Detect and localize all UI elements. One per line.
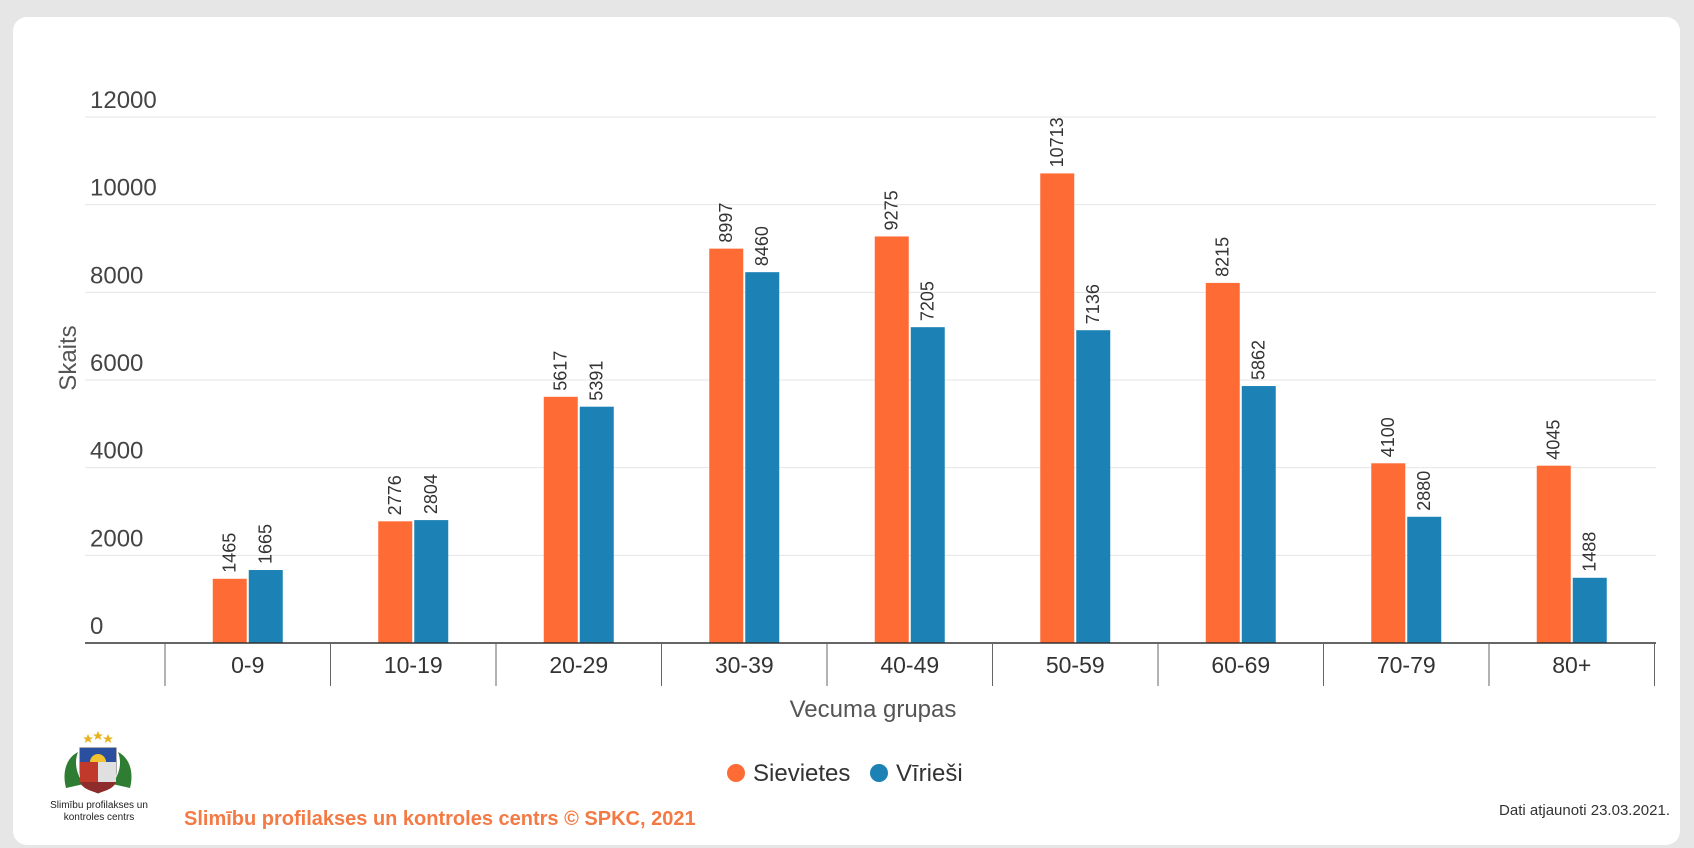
grid-lines [85,116,1656,556]
footer-updated-date: Dati atjaunoti 23.03.2021. [1499,802,1670,819]
bar-viriesi[interactable] [1241,386,1276,643]
bar-sievietes[interactable] [1205,282,1240,643]
bar-value-label: 4100 [1378,417,1398,457]
y-tick-label: 2000 [90,525,143,552]
legend[interactable]: Sievietes Vīrieši [727,760,963,787]
legend-label[interactable]: Sievietes [753,760,850,787]
bar-sievietes[interactable] [709,248,744,643]
logo-caption: Slimību profilakses un kontroles centrs [50,800,148,823]
bar-value-label: 8460 [752,226,772,266]
y-tick-label: 12000 [90,87,157,114]
bar-value-label: 8997 [716,203,736,243]
y-axis-title: Skaits [55,325,82,390]
x-tick-label: 80+ [1552,652,1591,678]
bar-value-label: 9275 [882,190,902,230]
bar-value-label: 8215 [1213,237,1233,277]
bar-value-label: 2880 [1414,471,1434,511]
bar-value-label: 5391 [587,361,607,401]
bar-viriesi[interactable] [745,272,780,643]
legend-marker [870,764,888,782]
latvia-coat-of-arms-logo [64,731,132,794]
bar-viriesi[interactable] [1407,516,1442,643]
bar-viriesi[interactable] [1076,330,1111,643]
x-axis: 0-9 10-19 20-29 30-39 40-49 50-59 60-69 70-79 80… [85,642,1656,686]
value-labels: 1465 1665 2776 2804 5617 5391 8997 8460 9275 7205… [220,117,1600,572]
x-tick-label: 40-49 [880,652,939,678]
y-tick-label: 0 [90,613,103,640]
bar-viriesi[interactable] [414,520,449,643]
bar-sievietes[interactable] [543,396,578,643]
bar-value-label: 2804 [421,474,441,514]
x-tick-label: 50-59 [1046,652,1105,678]
legend-marker [727,764,745,782]
bar-value-label: 1465 [220,533,240,573]
bar-value-label: 10713 [1047,117,1067,167]
bar-value-label: 1488 [1580,532,1600,572]
x-tick-label: 0-9 [231,652,264,678]
x-axis-title: Vecuma grupas [790,696,957,723]
bars [212,173,1607,643]
bar-viriesi[interactable] [248,570,283,643]
bar-value-label: 5617 [551,351,571,391]
bar-sievietes[interactable] [1536,465,1571,643]
footer-brand-text: Slimību profilakses un kontroles centrs … [184,808,696,830]
x-tick-label: 70-79 [1377,652,1436,678]
y-tick-label: 8000 [90,262,143,289]
bar-value-label: 2776 [385,475,405,515]
bar-viriesi[interactable] [910,327,945,643]
bar-sievietes[interactable] [1371,463,1406,643]
bar-sievietes[interactable] [378,521,413,643]
y-tick-label: 6000 [90,350,143,377]
bar-value-label: 7136 [1083,284,1103,324]
bar-sievietes[interactable] [874,236,909,643]
bar-sievietes[interactable] [1040,173,1075,643]
x-tick-label: 30-39 [715,652,774,678]
bar-viriesi[interactable] [579,406,614,643]
y-tick-label: 4000 [90,438,143,465]
y-axis-ticks: 0 2000 4000 6000 8000 10000 12000 [90,87,157,640]
y-tick-label: 10000 [90,175,157,202]
x-tick-label: 60-69 [1211,652,1270,678]
x-tick-label: 10-19 [384,652,443,678]
bar-value-label: 7205 [918,281,938,321]
chart-card [13,17,1680,845]
bar-value-label: 5862 [1249,340,1269,380]
bar-sievietes[interactable] [212,578,247,643]
legend-label[interactable]: Vīrieši [896,760,963,787]
x-tick-label: 20-29 [549,652,608,678]
bar-value-label: 4045 [1544,420,1564,460]
bar-value-label: 1665 [256,524,276,564]
bar-viriesi[interactable] [1572,577,1607,643]
